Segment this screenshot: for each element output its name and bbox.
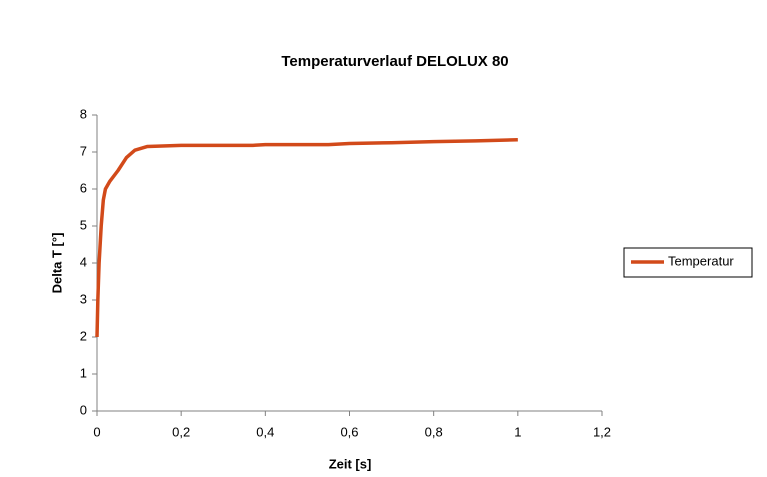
x-tick-label: 0,8 — [425, 424, 443, 439]
x-tick-label: 0,6 — [340, 424, 358, 439]
chart-title: Temperaturverlauf DELOLUX 80 — [281, 53, 508, 70]
x-tick-label: 1,2 — [593, 424, 611, 439]
x-tick-label: 1 — [514, 424, 521, 439]
legend-label: Temperatur — [668, 253, 734, 268]
y-tick-label: 2 — [80, 328, 87, 343]
y-tick-label: 8 — [80, 106, 87, 121]
y-tick-label: 7 — [80, 143, 87, 158]
y-tick-label: 6 — [80, 180, 87, 195]
x-tick-label: 0,2 — [172, 424, 190, 439]
x-axis-label: Zeit [s] — [329, 456, 372, 471]
x-tick-label: 0,4 — [256, 424, 274, 439]
y-tick-label: 3 — [80, 291, 87, 306]
y-tick-label: 0 — [80, 402, 87, 417]
y-axis-label: Delta T [°] — [49, 233, 64, 294]
x-tick-label: 0 — [93, 424, 100, 439]
y-tick-label: 1 — [80, 365, 87, 380]
y-tick-label: 4 — [80, 254, 87, 269]
line — [95, 138, 518, 338]
y-tick-label: 5 — [80, 217, 87, 232]
